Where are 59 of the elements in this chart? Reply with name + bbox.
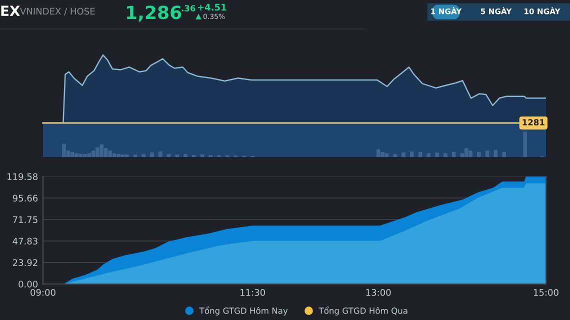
legend-label: Tổng GTGD Hôm Qua bbox=[318, 306, 408, 316]
bar bbox=[435, 152, 439, 157]
bar bbox=[410, 151, 414, 157]
y-tick-label: 71.75 bbox=[13, 216, 38, 224]
y-tick-label: 47.83 bbox=[12, 238, 38, 245]
bar bbox=[494, 150, 498, 157]
bar bbox=[62, 144, 66, 157]
bar bbox=[91, 150, 96, 157]
y-tick-label: 119.58 bbox=[8, 173, 38, 180]
annotation: 1281 bbox=[522, 119, 544, 126]
bar bbox=[87, 153, 91, 157]
bar bbox=[464, 148, 468, 157]
bar bbox=[477, 152, 481, 157]
bar bbox=[184, 154, 188, 157]
bar bbox=[150, 152, 154, 157]
bar bbox=[444, 153, 448, 157]
bar bbox=[100, 144, 104, 157]
text: +4.51 bbox=[198, 4, 226, 11]
bar bbox=[104, 148, 108, 157]
bar bbox=[133, 154, 138, 157]
bar bbox=[78, 154, 83, 157]
bar bbox=[468, 150, 472, 157]
legend-label: Tổng GTGD Hôm Nay bbox=[199, 306, 288, 316]
x-tick-label: 11:30 bbox=[240, 289, 265, 296]
text: 1,286 bbox=[127, 6, 182, 22]
text: VNINDEX / HOSE bbox=[20, 8, 95, 16]
bar bbox=[402, 152, 406, 157]
bar bbox=[120, 154, 125, 157]
y-tick-label: 95.66 bbox=[12, 194, 38, 202]
bar bbox=[142, 154, 146, 157]
bar bbox=[452, 152, 456, 157]
bar bbox=[384, 153, 389, 157]
bar bbox=[426, 153, 431, 157]
bar bbox=[124, 154, 129, 157]
bar bbox=[200, 154, 204, 157]
y-tick-label: 23.92 bbox=[12, 259, 38, 266]
bar bbox=[485, 150, 490, 157]
bar bbox=[116, 154, 120, 157]
bar bbox=[96, 147, 100, 157]
text: .36 bbox=[182, 5, 196, 12]
bar bbox=[158, 151, 162, 157]
x-tick-label: 09:00 bbox=[30, 289, 56, 296]
bar bbox=[418, 152, 422, 157]
bar bbox=[376, 149, 380, 157]
bar bbox=[393, 154, 397, 157]
bar bbox=[523, 132, 527, 157]
text: EX bbox=[1, 6, 20, 16]
x-tick-label: 13:00 bbox=[366, 289, 391, 296]
y-tick-label: 0.00 bbox=[18, 280, 38, 288]
bar bbox=[83, 154, 87, 157]
bar bbox=[70, 152, 74, 157]
bar bbox=[380, 152, 384, 157]
bar bbox=[112, 153, 116, 157]
bar bbox=[166, 154, 171, 157]
bar bbox=[74, 153, 78, 157]
x-tick-label: 15:00 bbox=[534, 289, 558, 296]
bar bbox=[175, 154, 180, 157]
bar bbox=[108, 150, 112, 157]
bar bbox=[502, 152, 506, 157]
